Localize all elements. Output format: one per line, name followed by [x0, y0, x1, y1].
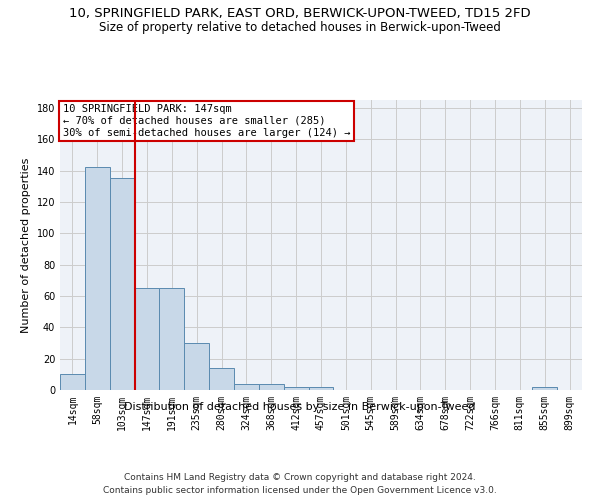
Bar: [308, 387, 334, 390]
Bar: [60, 374, 85, 390]
Text: Size of property relative to detached houses in Berwick-upon-Tweed: Size of property relative to detached ho…: [99, 21, 501, 34]
Text: 10 SPRINGFIELD PARK: 147sqm
← 70% of detached houses are smaller (285)
30% of se: 10 SPRINGFIELD PARK: 147sqm ← 70% of det…: [62, 104, 350, 138]
Bar: [259, 384, 284, 390]
Text: 10, SPRINGFIELD PARK, EAST ORD, BERWICK-UPON-TWEED, TD15 2FD: 10, SPRINGFIELD PARK, EAST ORD, BERWICK-…: [69, 8, 531, 20]
Bar: [284, 387, 308, 390]
Bar: [85, 168, 110, 390]
Bar: [209, 368, 234, 390]
Bar: [160, 288, 184, 390]
Bar: [184, 343, 209, 390]
Y-axis label: Number of detached properties: Number of detached properties: [21, 158, 31, 332]
Bar: [532, 387, 557, 390]
Text: Contains HM Land Registry data © Crown copyright and database right 2024.: Contains HM Land Registry data © Crown c…: [124, 472, 476, 482]
Bar: [110, 178, 134, 390]
Text: Contains public sector information licensed under the Open Government Licence v3: Contains public sector information licen…: [103, 486, 497, 495]
Bar: [234, 384, 259, 390]
Bar: [134, 288, 160, 390]
Text: Distribution of detached houses by size in Berwick-upon-Tweed: Distribution of detached houses by size …: [124, 402, 476, 412]
